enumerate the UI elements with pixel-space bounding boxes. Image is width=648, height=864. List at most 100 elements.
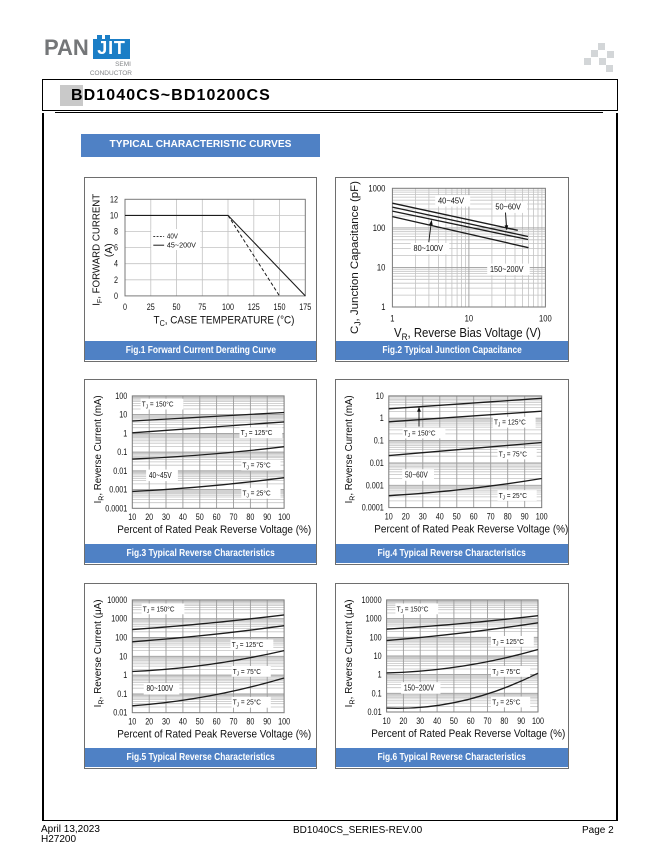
svg-text:Percent of Rated Peak Reverse: Percent of Rated Peak Reverse Voltage (%… <box>117 524 311 536</box>
svg-text:10000: 10000 <box>362 595 382 605</box>
svg-text:70: 70 <box>484 716 492 726</box>
svg-text:100: 100 <box>539 314 552 324</box>
svg-text:30: 30 <box>419 511 427 521</box>
svg-text:30: 30 <box>416 716 424 726</box>
svg-text:VR, Reverse Bias Voltage (V): VR, Reverse Bias Voltage (V) <box>394 326 541 342</box>
svg-text:10: 10 <box>376 391 384 401</box>
svg-text:100: 100 <box>115 391 127 401</box>
svg-text:70: 70 <box>230 717 238 727</box>
svg-text:100: 100 <box>278 717 290 727</box>
svg-text:125: 125 <box>248 302 260 312</box>
svg-text:1: 1 <box>380 413 384 423</box>
svg-text:1: 1 <box>378 670 382 680</box>
svg-text:CJ, Junction Capacitance (pF): CJ, Junction Capacitance (pF) <box>349 181 363 334</box>
svg-text:Percent of Rated Peak Reverse: Percent of Rated Peak Reverse Voltage (%… <box>371 728 565 740</box>
svg-text:1000: 1000 <box>368 184 385 194</box>
svg-text:1: 1 <box>390 314 394 324</box>
svg-text:TJ = 75°C: TJ = 75°C <box>233 667 262 678</box>
svg-text:TJ = 150°C: TJ = 150°C <box>142 400 174 411</box>
svg-text:IR, Reverse Current (μA): IR, Reverse Current (μA) <box>93 599 106 707</box>
svg-text:0.01: 0.01 <box>368 707 382 717</box>
svg-text:0.1: 0.1 <box>372 688 382 698</box>
svg-text:10: 10 <box>128 717 136 727</box>
svg-text:0: 0 <box>114 291 118 301</box>
svg-text:0.001: 0.001 <box>366 480 384 490</box>
svg-text:40: 40 <box>436 511 444 521</box>
svg-text:20: 20 <box>402 511 410 521</box>
svg-text:1000: 1000 <box>111 614 127 624</box>
svg-text:TJ = 125°C: TJ = 125°C <box>492 637 524 648</box>
svg-text:50: 50 <box>173 302 181 312</box>
svg-text:IR, Reverse Current (mA): IR, Reverse Current (mA) <box>93 395 106 503</box>
svg-text:60: 60 <box>467 716 475 726</box>
svg-text:90: 90 <box>263 717 271 727</box>
svg-text:IF, FORWARD CURRENT: IF, FORWARD CURRENT <box>91 193 104 306</box>
svg-text:0.0001: 0.0001 <box>362 503 384 513</box>
svg-text:10: 10 <box>385 511 393 521</box>
svg-text:TJ = 25°C: TJ = 25°C <box>233 698 262 709</box>
svg-text:80~100V: 80~100V <box>147 684 174 693</box>
svg-text:100: 100 <box>278 512 290 522</box>
svg-text:20: 20 <box>145 512 153 522</box>
svg-text:10: 10 <box>465 314 474 324</box>
svg-text:0.01: 0.01 <box>113 708 127 718</box>
svg-text:10: 10 <box>374 651 382 661</box>
svg-text:150~200V: 150~200V <box>404 683 435 692</box>
svg-text:TJ = 75°C: TJ = 75°C <box>243 461 272 472</box>
svg-text:80: 80 <box>504 511 512 521</box>
svg-text:40: 40 <box>179 512 187 522</box>
svg-text:25: 25 <box>147 302 155 312</box>
svg-text:4: 4 <box>114 259 118 269</box>
svg-text:Percent of Rated Peak Reverse: Percent of Rated Peak Reverse Voltage (%… <box>374 523 568 535</box>
svg-text:60: 60 <box>470 511 478 521</box>
svg-text:TJ = 25°C: TJ = 25°C <box>492 697 521 708</box>
svg-text:TJ = 125°C: TJ = 125°C <box>494 418 526 429</box>
svg-text:0: 0 <box>123 302 127 312</box>
svg-text:100: 100 <box>370 632 382 642</box>
svg-text:100: 100 <box>532 716 544 726</box>
svg-text:TJ = 150°C: TJ = 150°C <box>397 604 429 615</box>
svg-text:TC, CASE TEMPERATURE (°C): TC, CASE TEMPERATURE (°C) <box>154 315 295 329</box>
svg-text:Percent of Rated Peak Reverse: Percent of Rated Peak Reverse Voltage (%… <box>117 729 311 741</box>
svg-text:40~45V: 40~45V <box>149 471 172 480</box>
svg-text:20: 20 <box>145 717 153 727</box>
svg-text:20: 20 <box>399 716 407 726</box>
svg-text:100: 100 <box>115 633 127 643</box>
svg-text:0.01: 0.01 <box>113 466 127 476</box>
svg-text:50: 50 <box>196 512 204 522</box>
svg-text:10000: 10000 <box>107 595 127 605</box>
svg-text:TJ = 25°C: TJ = 25°C <box>243 489 272 500</box>
svg-text:0.1: 0.1 <box>374 436 384 446</box>
svg-text:80: 80 <box>246 512 254 522</box>
svg-text:1: 1 <box>123 670 127 680</box>
svg-text:175: 175 <box>299 302 311 312</box>
svg-text:TJ = 75°C: TJ = 75°C <box>492 667 521 678</box>
svg-text:IR, Reverse Current (μA): IR, Reverse Current (μA) <box>344 599 357 707</box>
svg-text:10: 10 <box>128 512 136 522</box>
svg-text:150: 150 <box>274 302 286 312</box>
svg-text:90: 90 <box>517 716 525 726</box>
svg-text:TJ = 25°C: TJ = 25°C <box>499 491 528 502</box>
svg-text:100: 100 <box>373 223 386 233</box>
svg-text:60: 60 <box>213 512 221 522</box>
svg-text:TJ = 75°C: TJ = 75°C <box>499 449 528 460</box>
svg-text:70: 70 <box>487 511 495 521</box>
svg-text:90: 90 <box>521 511 529 521</box>
svg-text:1: 1 <box>123 428 127 438</box>
svg-text:(A): (A) <box>104 243 115 257</box>
svg-text:TJ = 150°C: TJ = 150°C <box>404 428 436 439</box>
svg-text:1: 1 <box>381 302 385 312</box>
svg-text:70: 70 <box>230 512 238 522</box>
svg-text:2: 2 <box>114 275 118 285</box>
svg-text:40: 40 <box>179 717 187 727</box>
svg-text:40: 40 <box>433 716 441 726</box>
svg-text:80: 80 <box>500 716 508 726</box>
svg-text:80: 80 <box>246 717 254 727</box>
svg-text:40~45V: 40~45V <box>438 195 464 205</box>
svg-text:1000: 1000 <box>366 614 382 624</box>
svg-text:6: 6 <box>114 243 118 253</box>
svg-text:30: 30 <box>162 717 170 727</box>
svg-text:0.0001: 0.0001 <box>105 503 127 513</box>
svg-text:60: 60 <box>213 717 221 727</box>
svg-text:TJ = 125°C: TJ = 125°C <box>232 640 264 651</box>
